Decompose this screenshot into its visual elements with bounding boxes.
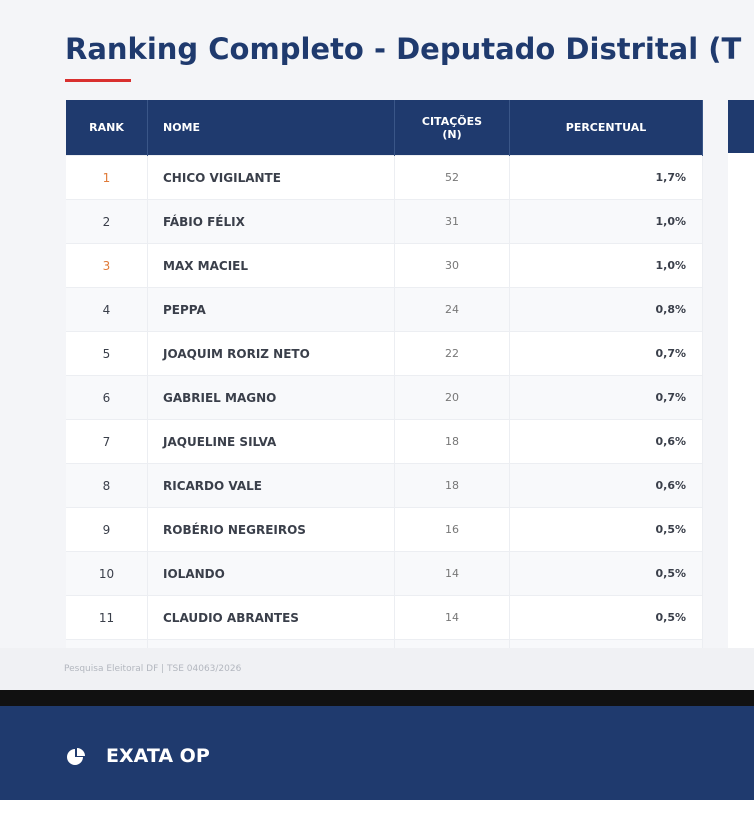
- brand-name: EXATA OP: [106, 745, 210, 767]
- citations-cell: 14: [394, 551, 510, 596]
- header-label: CITAÇÕES: [421, 114, 483, 128]
- name-cell: MAX MACIEL: [147, 243, 395, 288]
- name-cell: FÁBIO FÉLIX: [147, 199, 395, 244]
- citations-cell: 14: [394, 595, 510, 640]
- rank-cell: 2: [66, 199, 148, 244]
- table-row: 6 GABRIEL MAGNO 20 0,7%: [66, 375, 703, 420]
- percent-cell: 1,7%: [509, 155, 703, 200]
- name-cell: IOLANDO: [147, 551, 395, 596]
- next-table-edge: [728, 100, 754, 648]
- header-sub: (N): [442, 127, 462, 141]
- name-cell: ROBÉRIO NEGREIROS: [147, 507, 395, 552]
- citations-cell: 31: [394, 199, 510, 244]
- table-row: 3 MAX MACIEL 30 1,0%: [66, 243, 703, 288]
- title: Ranking Completo - Deputado Distrital (T: [65, 32, 742, 66]
- table-row: 5 JOAQUIM RORIZ NETO 22 0,7%: [66, 331, 703, 376]
- percent-cell: 0,5%: [509, 595, 703, 640]
- rank-cell: 3: [66, 243, 148, 288]
- citations-cell: 18: [394, 419, 510, 464]
- rank-cell: 12: [66, 639, 148, 648]
- name-cell: JAQUELINE SILVA: [147, 419, 395, 464]
- table-row: 8 RICARDO VALE 18 0,6%: [66, 463, 703, 508]
- rank-cell: 4: [66, 287, 148, 332]
- bottom-margin: [0, 800, 754, 825]
- table-row: 11 CLAUDIO ABRANTES 14 0,5%: [66, 595, 703, 640]
- header-row: RANK NOME CITAÇÕES (N) PERCENTUAL: [66, 100, 703, 156]
- percent-cell: 0,7%: [509, 331, 703, 376]
- source-note: Pesquisa Eleitoral DF | TSE 04063/2026: [64, 664, 242, 674]
- column-header: PERCENTUAL: [509, 100, 703, 156]
- table-row: 12MARTINS MACHADO140,5%: [66, 639, 703, 648]
- table-row: 10 IOLANDO 14 0,5%: [66, 551, 703, 596]
- ranking-table: RANK NOME CITAÇÕES (N) PERCENTUAL 1 CHICO …: [66, 100, 703, 648]
- citations-cell: 16: [394, 507, 510, 552]
- citations-cell: 24: [394, 287, 510, 332]
- citations-cell: 22: [394, 331, 510, 376]
- percent-cell: 0,5%: [509, 551, 703, 596]
- column-header: CITAÇÕES (N): [394, 100, 510, 156]
- percent-cell: 0,6%: [509, 419, 703, 464]
- percent-cell: 0,7%: [509, 375, 703, 420]
- citations-cell: 14: [394, 639, 510, 648]
- table-container: RANK NOME CITAÇÕES (N) PERCENTUAL 1 CHICO …: [66, 100, 703, 648]
- title-underline: [65, 79, 131, 82]
- footer-band: [0, 648, 754, 690]
- table-row: 1 CHICO VIGILANTE 52 1,7%: [66, 155, 703, 200]
- column-header: RANK: [66, 100, 148, 156]
- percent-cell: 0,8%: [509, 287, 703, 332]
- citations-cell: 18: [394, 463, 510, 508]
- percent-cell: 0,6%: [509, 463, 703, 508]
- name-cell: MARTINS MACHADO: [147, 639, 395, 648]
- name-cell: CLAUDIO ABRANTES: [147, 595, 395, 640]
- table-row: 2 FÁBIO FÉLIX 31 1,0%: [66, 199, 703, 244]
- column-header: NOME: [147, 100, 395, 156]
- percent-cell: 1,0%: [509, 243, 703, 288]
- name-cell: RICARDO VALE: [147, 463, 395, 508]
- rank-cell: 1: [66, 155, 148, 200]
- rank-cell: 9: [66, 507, 148, 552]
- name-cell: GABRIEL MAGNO: [147, 375, 395, 420]
- name-cell: CHICO VIGILANTE: [147, 155, 395, 200]
- percent-cell: 0,5%: [509, 507, 703, 552]
- rank-cell: 11: [66, 595, 148, 640]
- name-cell: PEPPA: [147, 287, 395, 332]
- rank-cell: 5: [66, 331, 148, 376]
- table-row: 7 JAQUELINE SILVA 18 0,6%: [66, 419, 703, 464]
- citations-cell: 20: [394, 375, 510, 420]
- name-cell: JOAQUIM RORIZ NETO: [147, 331, 395, 376]
- citations-cell: 52: [394, 155, 510, 200]
- rank-cell: 10: [66, 551, 148, 596]
- table-body: 1 CHICO VIGILANTE 52 1,7% 2 FÁBIO FÉLIX 31 1,0%…: [66, 155, 703, 648]
- brand-bar: [0, 706, 754, 800]
- rank-cell: 8: [66, 463, 148, 508]
- table-row: 9 ROBÉRIO NEGREIROS 16 0,5%: [66, 507, 703, 552]
- rank-cell: 6: [66, 375, 148, 420]
- table-row: 4 PEPPA 24 0,8%: [66, 287, 703, 332]
- percent-cell: 1,0%: [509, 199, 703, 244]
- rank-cell: 7: [66, 419, 148, 464]
- citations-cell: 30: [394, 243, 510, 288]
- brand-icon: [67, 748, 85, 765]
- percent-cell: 0,5%: [509, 639, 703, 648]
- divider: [0, 690, 754, 706]
